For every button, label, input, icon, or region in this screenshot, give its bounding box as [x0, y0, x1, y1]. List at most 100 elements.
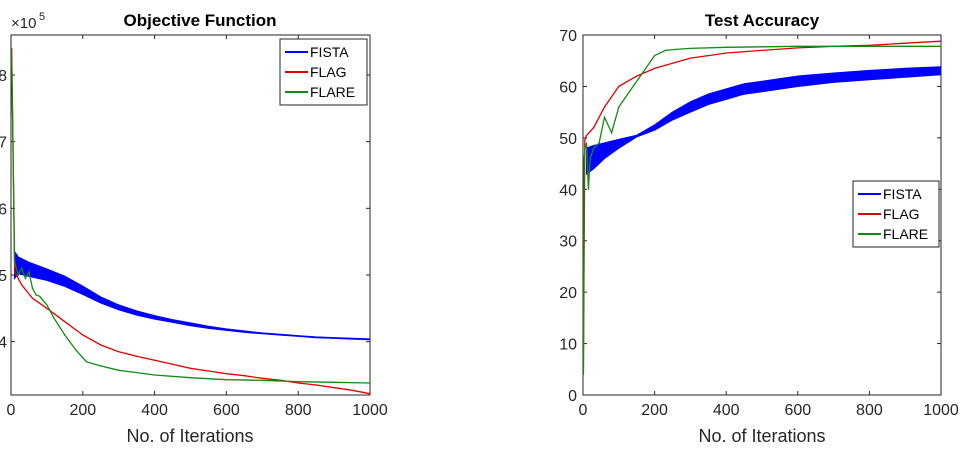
accuracy-series-flag-point — [618, 85, 620, 87]
accuracy-series-flare-point — [664, 49, 666, 52]
objective-series-flag-point — [154, 359, 156, 361]
accuracy-series-flare-point — [598, 142, 600, 144]
objective-series-flag-point — [82, 334, 84, 336]
accuracy-series-flare-point — [587, 188, 590, 190]
accuracy-series-flare-point — [611, 132, 613, 134]
accuracy-legend: FISTA FLAG FLARE — [852, 180, 940, 248]
objective-y-tick-label: 8 — [0, 68, 7, 85]
objective-series-flag-point — [21, 284, 23, 286]
objective-series-flag-point — [46, 307, 48, 309]
accuracy-series-flag-point — [603, 106, 606, 108]
accuracy-x-tick-label: 200 — [641, 402, 668, 419]
objective-series-flag-point — [261, 377, 263, 379]
accuracy-series-flare-point — [761, 46, 763, 48]
objective-series-flag-point — [118, 351, 120, 353]
accuracy-series — [583, 40, 941, 375]
accuracy-x-tick-label: 400 — [713, 402, 740, 419]
accuracy-y-tick-label: 60 — [559, 79, 577, 96]
objective-series-flare-point — [21, 267, 23, 269]
objective-series-flare-point — [24, 277, 26, 279]
objective-series-flare-point — [46, 304, 48, 306]
accuracy-x-tick-label: 0 — [579, 402, 588, 419]
accuracy-series-flare-point — [797, 45, 799, 47]
objective-series-flag-point — [189, 367, 192, 369]
objective-series-flare-point — [85, 361, 87, 363]
accuracy-series-flare-point — [940, 45, 941, 47]
objective-y-tick-label: 6 — [0, 201, 7, 218]
objective-x-tick-label: 600 — [213, 402, 240, 419]
objective-series-flag-point — [172, 363, 174, 365]
accuracy-series-flare-point — [904, 45, 906, 47]
accuracy-series-flag-point — [797, 47, 799, 49]
objective-x-ticks: 0 200 400 600 800 1000 — [7, 35, 388, 419]
accuracy-series-flare-point — [584, 147, 586, 149]
objective-legend-label-fista: FISTA — [310, 44, 349, 60]
objective-series-flag-point — [31, 297, 34, 299]
accuracy-x-tick-label: 600 — [784, 402, 811, 419]
accuracy-series-flare-point — [603, 116, 606, 118]
objective-y-tick-label: 4 — [0, 335, 7, 352]
accuracy-legend-label-flag: FLAG — [883, 206, 920, 222]
accuracy-y-tick-label: 70 — [559, 28, 577, 45]
objective-legend: FISTA FLAG FLARE — [279, 38, 368, 106]
objective-series-flag-point — [369, 393, 370, 395]
objective-x-tick-label: 400 — [141, 402, 168, 419]
objective-series-flare-point — [31, 287, 34, 289]
accuracy-series-fista-band — [586, 66, 941, 176]
accuracy-title: Test Accuracy — [705, 11, 820, 30]
accuracy-series-flag-point — [584, 139, 586, 141]
objective-series-flare-point — [333, 381, 335, 383]
objective-xlabel: No. of Iterations — [126, 426, 253, 446]
objective-x-tick-label: 800 — [285, 402, 312, 419]
objective-series-flare-point — [75, 349, 77, 351]
objective-series-flare-point — [64, 334, 66, 336]
accuracy-series-flag-point — [940, 40, 941, 42]
accuracy-series-flare-point — [868, 45, 871, 47]
objective-x-tick-label: 1000 — [352, 402, 388, 419]
objective-series-flag-point — [14, 271, 16, 273]
accuracy-y-tick-label: 50 — [559, 131, 577, 148]
accuracy-y-tick-label: 0 — [568, 388, 577, 405]
objective-title: Objective Function — [123, 11, 276, 30]
accuracy-series-flare-point — [593, 147, 595, 149]
accuracy-series-flare-point — [639, 75, 641, 77]
objective-series-flare-point — [297, 381, 299, 383]
accuracy-series-flare-point — [618, 106, 620, 108]
objective-series-flare-point — [189, 377, 192, 379]
objective-series-flare-point — [154, 374, 156, 376]
accuracy-y-tick-label: 10 — [559, 337, 577, 354]
objective-function-chart: Objective Function No. of Iterations ×10… — [0, 11, 388, 446]
objective-series-flare-point — [53, 317, 55, 319]
accuracy-x-tick-label: 800 — [856, 402, 883, 419]
accuracy-series-flag-point — [868, 44, 871, 46]
accuracy-series-flare-point — [586, 142, 588, 144]
objective-y-tick-label: 5 — [0, 268, 7, 285]
accuracy-series-flare-point — [583, 157, 585, 159]
accuracy-series-flag-point — [654, 67, 656, 69]
objective-series — [11, 47, 370, 395]
objective-series-flag-point — [333, 387, 335, 389]
accuracy-series-flag-point — [671, 62, 674, 64]
accuracy-series-flare-point — [628, 91, 631, 93]
accuracy-series-flag-point — [689, 57, 692, 59]
objective-series-flare-point — [261, 379, 263, 381]
accuracy-series-flag-point — [707, 55, 709, 57]
objective-series-flare-line — [11, 48, 370, 384]
accuracy-series-flare-point — [583, 373, 584, 375]
accuracy-series-flare-point — [725, 46, 727, 48]
objective-legend-label-flare: FLARE — [310, 84, 355, 100]
accuracy-x-ticks: 0 200 400 600 800 1000 — [579, 35, 959, 419]
objective-series-flag-point — [315, 384, 317, 386]
accuracy-series-flare-point — [654, 55, 656, 57]
accuracy-series-flag-point — [904, 42, 906, 44]
objective-series-fista-band — [14, 249, 370, 341]
objective-x-tick-label: 200 — [69, 402, 96, 419]
accuracy-series-flag-point — [593, 127, 595, 129]
objective-series-flag-point — [351, 389, 353, 391]
objective-series-flare-point — [28, 271, 30, 273]
objective-scale-exp: 5 — [39, 11, 45, 23]
objective-series-flag-point — [136, 355, 138, 357]
objective-series-flare-point — [118, 369, 120, 371]
accuracy-series-flare-line — [583, 45, 941, 375]
objective-series-flare-point — [96, 364, 98, 366]
